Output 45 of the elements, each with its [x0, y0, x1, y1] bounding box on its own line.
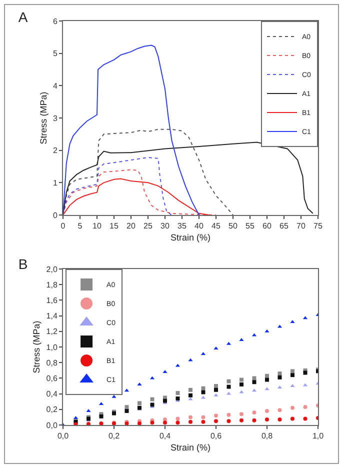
x-tick-label: 60	[262, 222, 272, 231]
x-tick-label: 25	[144, 222, 153, 231]
y-tick-label: 0,2	[46, 405, 58, 414]
y-tick-label: 5	[52, 49, 58, 58]
x-tick-label: 40	[194, 222, 204, 231]
x-tick-label: 35	[178, 222, 187, 231]
x-tick-label: 20	[126, 222, 136, 231]
x-tick-label: 55	[246, 222, 255, 231]
y-tick-label: 0,4	[46, 390, 58, 399]
y-tick-label: 1,8	[46, 280, 58, 290]
y-tick-label: 0	[52, 210, 58, 220]
y-tick-label: 4	[52, 81, 58, 90]
y-tick-label: 2	[52, 146, 58, 156]
y-tick-label: 1,6	[46, 296, 58, 305]
x-tick-label: 0,6	[210, 432, 222, 441]
y-tick-label: 1,4	[46, 312, 58, 321]
y-axis-title: Stress (MPa)	[32, 320, 42, 374]
chart-title: B	[18, 256, 28, 272]
x-tick-label: 15	[110, 222, 119, 231]
y-axis-title: Stress (MPa)	[38, 92, 48, 144]
x-tick-label: 10	[92, 222, 102, 231]
y-tick-label: 2,0	[46, 264, 58, 274]
y-tick-label: 6	[52, 16, 58, 26]
y-tick-label: 1,0	[46, 342, 58, 352]
x-tick-label: 50	[228, 222, 238, 231]
x-tick-label: 0,8	[261, 432, 274, 441]
x-axis-title: Strain (%)	[170, 232, 211, 242]
y-tick-label: 0,0	[46, 420, 58, 430]
x-tick-label: 65	[280, 222, 289, 231]
x-tick-label: 1,0	[312, 432, 324, 441]
y-tick-label: 1,2	[46, 327, 58, 336]
y-tick-label: 1	[52, 178, 58, 188]
x-tick-label: 30	[160, 222, 170, 231]
y-tick-label: 0,6	[46, 374, 58, 383]
x-tick-label: 0,4	[159, 432, 172, 441]
x-tick-label: 70	[296, 222, 306, 231]
x-tick-label: 45	[212, 222, 221, 231]
x-axis-title: Strain (%)	[170, 442, 211, 452]
x-tick-label: 75	[314, 222, 323, 231]
x-tick-label: 0	[60, 222, 66, 231]
x-tick-label: 0,2	[108, 432, 120, 441]
x-tick-label: 5	[78, 222, 83, 231]
y-tick-label: 3	[52, 114, 58, 123]
chart-title: A	[18, 9, 28, 26]
y-tick-label: 0,8	[46, 358, 58, 368]
